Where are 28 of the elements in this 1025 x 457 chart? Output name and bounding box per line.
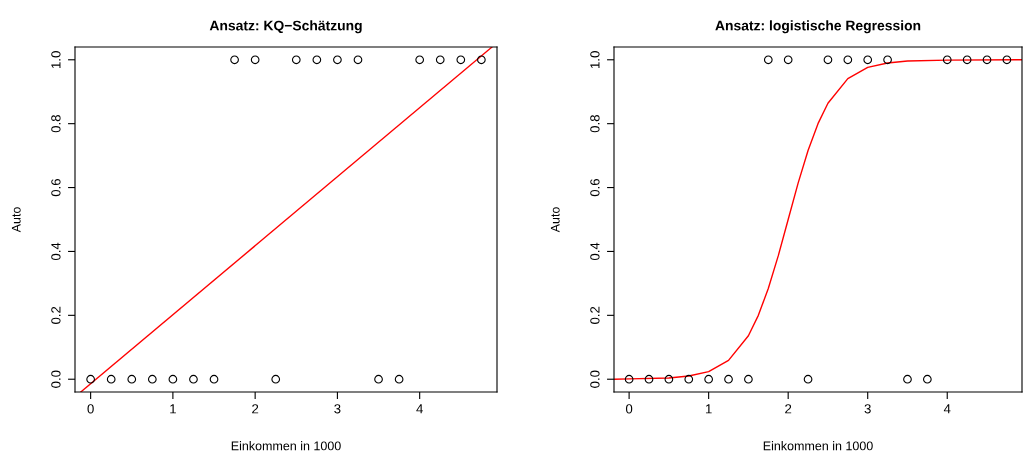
x-tick-label: 3 xyxy=(864,404,871,414)
y-tick-label: 0.4 xyxy=(590,242,600,261)
y-tick-label: 0.0 xyxy=(51,370,61,388)
x-tick-label: 1 xyxy=(705,404,712,414)
chart-title: Ansatz: logistische Regression xyxy=(715,20,921,34)
y-tick-label: 0.2 xyxy=(590,306,600,324)
x-tick-label: 2 xyxy=(785,404,792,414)
y-tick-label: 0.8 xyxy=(590,115,600,133)
chart-title: Ansatz: KQ−Schätzung xyxy=(209,20,362,34)
y-tick-label: 1.0 xyxy=(51,51,61,68)
y-tick-label: 0.6 xyxy=(590,178,600,197)
y-tick-label: 0.8 xyxy=(51,115,61,133)
x-tick-label: 1 xyxy=(170,404,176,414)
y-axis-title: Auto xyxy=(550,207,560,233)
y-tick-label: 0.4 xyxy=(51,242,61,261)
x-tick-label: 2 xyxy=(252,404,259,414)
y-axis-title: Auto xyxy=(11,207,21,233)
y-tick-label: 0.0 xyxy=(590,370,600,388)
x-tick-label: 3 xyxy=(334,404,341,414)
x-tick-label: 4 xyxy=(416,404,423,414)
x-axis-title: Einkommen in 1000 xyxy=(763,441,873,451)
x-axis-title: Einkommen in 1000 xyxy=(231,441,341,451)
x-tick-label: 0 xyxy=(625,404,633,414)
x-tick-label: 0 xyxy=(87,404,94,414)
y-tick-label: 1.0 xyxy=(590,51,600,68)
y-tick-label: 0.2 xyxy=(51,306,61,324)
x-tick-label: 4 xyxy=(943,404,951,414)
y-tick-label: 0.6 xyxy=(51,178,61,197)
